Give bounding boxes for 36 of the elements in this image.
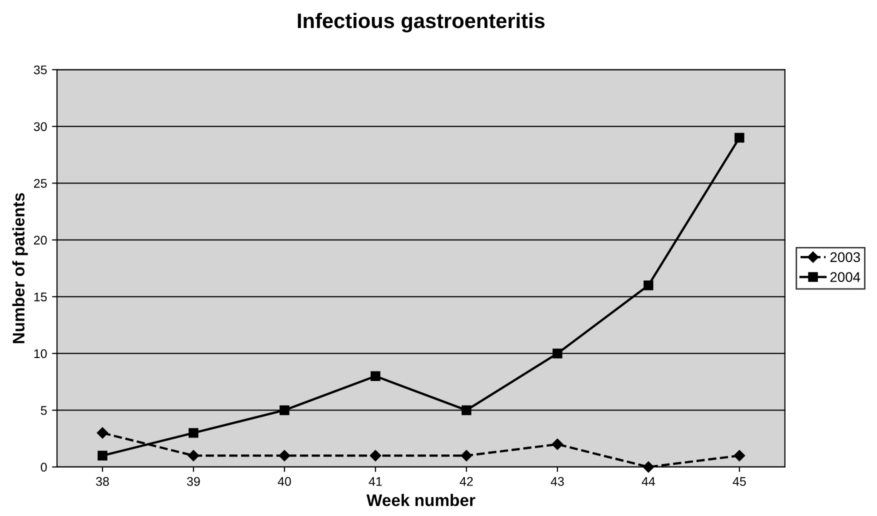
point [734,132,744,143]
point [188,450,200,462]
point [278,450,290,462]
chart-title: Infectious gastroenteritis [298,12,545,32]
point [644,280,654,290]
point [188,428,198,438]
point [734,450,746,462]
x-tick-label: 38 [96,477,109,486]
y-tick-label: 0 [40,462,47,472]
point [460,450,472,462]
x-tick-label: 43 [550,477,564,486]
y-tick-label: 35 [34,65,47,74]
point [552,348,562,358]
x-tick-label: 39 [187,477,200,486]
legend-label: 2003 [830,252,860,262]
point [462,405,472,416]
y-tick-label: 10 [34,349,47,358]
y-tick-label: 25 [34,178,47,188]
point [370,450,382,462]
y-tick-label: 30 [34,122,47,132]
legend-label: 2004 [830,272,860,282]
point [370,371,380,382]
y-axis-title: Number of patients [12,193,28,344]
point [280,405,290,416]
x-tick-label: 40 [278,477,291,486]
point [96,427,108,439]
x-axis-title: Week number [366,494,476,506]
y-tick-label: 20 [34,236,47,245]
point [98,450,108,460]
y-tick-label: 5 [40,406,47,415]
x-tick-label: 42 [460,477,473,486]
y-tick-label: 15 [34,292,47,302]
x-tick-label: 44 [642,477,656,486]
x-tick-label: 41 [368,477,382,486]
x-tick-label: 45 [732,477,746,486]
point [552,438,564,450]
